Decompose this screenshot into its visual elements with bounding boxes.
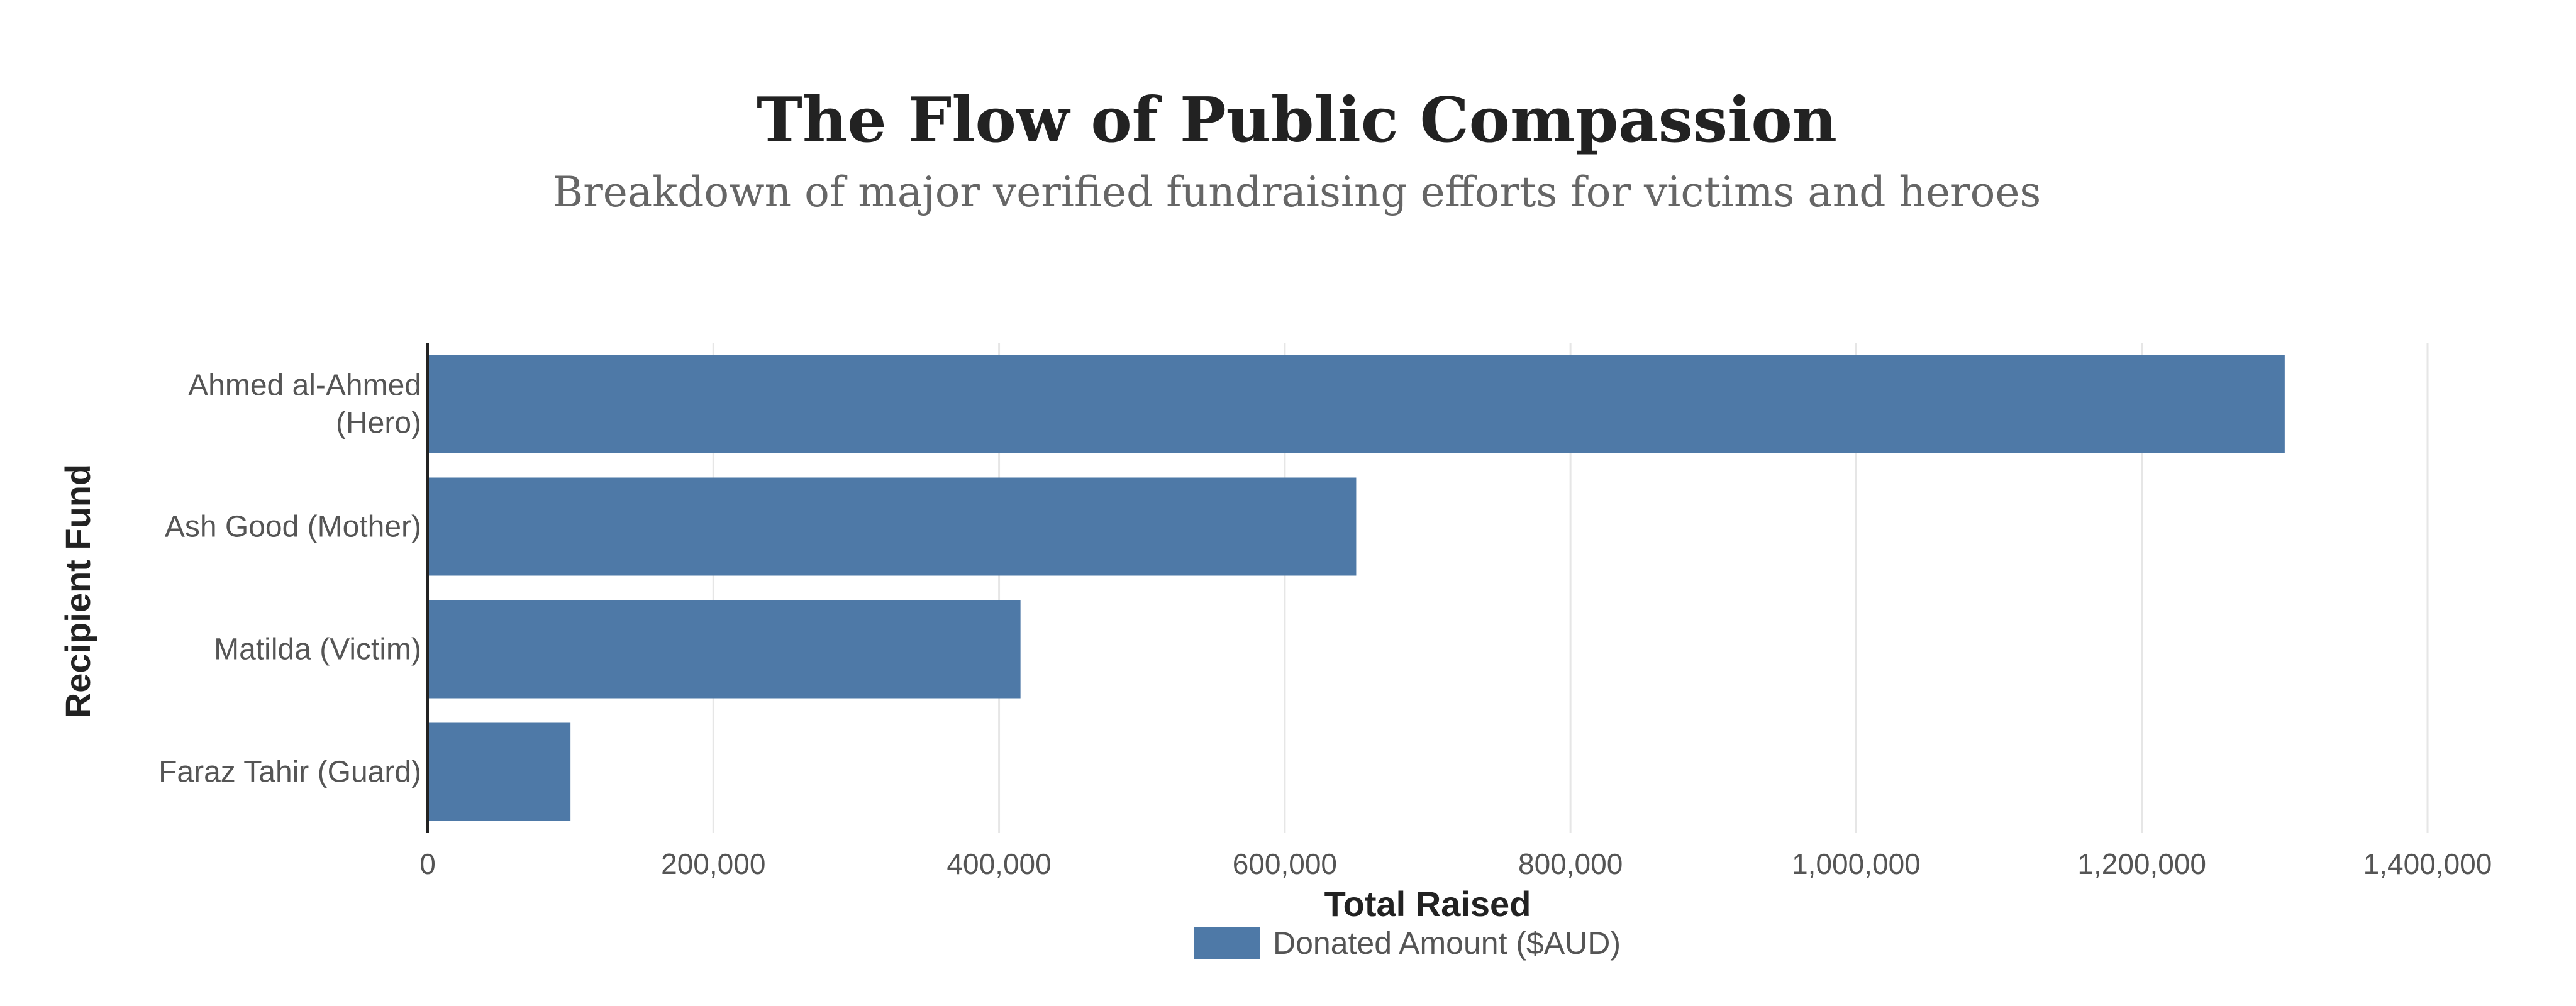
- x-tick-label: 0: [419, 848, 436, 880]
- bar: [428, 600, 1021, 699]
- y-tick-label: Matilda (Victim): [214, 633, 421, 666]
- y-axis-title: Recipient Fund: [58, 464, 97, 718]
- x-tick-label: 1,000,000: [1792, 848, 1921, 880]
- x-tick-label: 400,000: [947, 848, 1051, 880]
- y-tick-label: Ahmed al-Ahmed: [188, 369, 421, 402]
- y-tick-label: Ash Good (Mother): [165, 511, 421, 544]
- x-tick-label: 600,000: [1233, 848, 1337, 880]
- y-tick-label: Faraz Tahir (Guard): [158, 756, 421, 789]
- bar: [428, 477, 1357, 576]
- chart-subtitle: Breakdown of major verified fundraising …: [553, 168, 2041, 216]
- legend-label: Donated Amount ($AUD): [1273, 926, 1621, 961]
- chart-title: The Flow of Public Compassion: [757, 84, 1837, 157]
- x-tick-label: 1,400,000: [2363, 848, 2492, 880]
- bars: [428, 355, 2285, 821]
- x-tick-label: 1,200,000: [2077, 848, 2206, 880]
- legend: Donated Amount ($AUD): [1194, 926, 1621, 961]
- x-tick-label: 800,000: [1518, 848, 1623, 880]
- y-tick-label: (Hero): [336, 407, 421, 440]
- bar: [428, 355, 2285, 453]
- x-axis-title: Total Raised: [1324, 884, 1531, 924]
- legend-swatch: [1194, 927, 1260, 959]
- bar: [428, 722, 571, 821]
- y-tick-labels: Ahmed al-Ahmed (Hero) Ash Good (Mother) Mat…: [158, 369, 421, 789]
- x-tick-label: 200,000: [661, 848, 765, 880]
- x-tick-labels: 0 200,000 400,000 600,000 800,000 1,000,000 1,…: [419, 848, 2492, 880]
